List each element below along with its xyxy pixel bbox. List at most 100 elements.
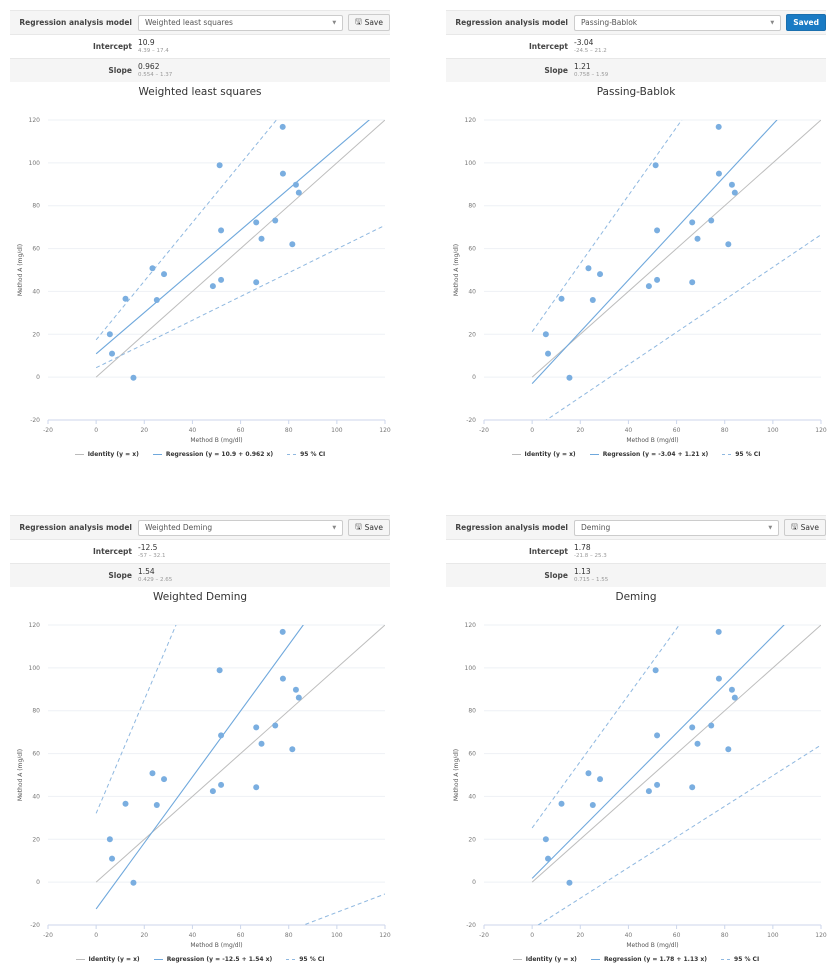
data-point[interactable] [218,227,225,234]
data-point[interactable] [130,879,137,886]
data-point[interactable] [149,265,156,272]
data-point[interactable] [728,181,735,188]
data-point[interactable] [161,776,168,783]
data-point[interactable] [295,189,302,196]
legend-regression[interactable]: Regression (y = 10.9 + 0.962 x) [152,451,273,458]
save-button[interactable]: 🖫 Save [348,14,390,31]
data-point[interactable] [161,271,168,278]
data-point[interactable] [258,235,265,242]
data-point[interactable] [153,802,160,808]
legend-regression[interactable]: Regression (y = -3.04 + 1.21 x) [589,451,708,458]
data-point[interactable] [715,123,722,130]
legend-identity[interactable]: Identity (y = x) [75,956,140,963]
data-point[interactable] [597,271,604,278]
data-point[interactable] [218,276,225,283]
data-point[interactable] [645,283,652,290]
data-point[interactable] [122,800,129,807]
data-point[interactable] [715,170,722,177]
data-point[interactable] [258,740,265,747]
data-point[interactable] [289,746,296,753]
data-point[interactable] [109,855,116,862]
legend-regression[interactable]: Regression (y = 1.78 + 1.13 x) [590,956,707,963]
data-point[interactable] [558,295,565,302]
data-point[interactable] [654,781,661,788]
legend-identity[interactable]: Identity (y = x) [511,451,576,458]
data-point[interactable] [731,694,738,701]
data-point[interactable] [725,241,732,248]
data-point[interactable] [589,802,596,808]
data-point[interactable] [218,781,225,788]
data-point[interactable] [209,283,216,290]
data-point[interactable] [558,800,565,807]
data-point[interactable] [654,732,661,739]
model-select[interactable]: Passing-Bablok ▼ [574,14,782,31]
legend-ci[interactable]: 95 % CI [287,451,325,458]
data-point[interactable] [295,694,302,701]
data-point[interactable] [725,746,732,753]
data-point[interactable] [689,279,696,286]
data-point[interactable] [566,374,573,381]
data-point[interactable] [585,770,592,777]
data-point[interactable] [715,628,722,635]
data-point[interactable] [542,836,549,843]
model-select[interactable]: Deming ▼ [574,519,780,536]
data-point[interactable] [689,724,696,731]
data-point[interactable] [292,181,299,188]
data-point[interactable] [279,675,286,682]
data-point[interactable] [149,770,156,777]
save-button[interactable]: Saved [786,14,826,31]
data-point[interactable] [545,350,552,357]
data-point[interactable] [654,227,661,234]
data-point[interactable] [253,784,260,791]
data-point[interactable] [122,295,129,302]
data-point[interactable] [652,667,659,674]
data-point[interactable] [589,297,596,303]
data-point[interactable] [597,776,604,783]
data-point[interactable] [292,686,299,693]
data-point[interactable] [708,217,715,224]
data-point[interactable] [542,331,549,338]
data-point[interactable] [106,331,113,338]
data-point[interactable] [272,722,279,729]
legend-regression[interactable]: Regression (y = -12.5 + 1.54 x) [153,956,272,963]
legend-identity[interactable]: Identity (y = x) [74,451,139,458]
data-point[interactable] [585,265,592,272]
data-point[interactable] [694,740,701,747]
data-point[interactable] [272,217,279,224]
data-point[interactable] [279,123,286,130]
data-point[interactable] [106,836,113,843]
data-point[interactable] [130,374,137,381]
legend-identity[interactable]: Identity (y = x) [512,956,577,963]
data-point[interactable] [253,219,260,226]
data-point[interactable] [645,788,652,795]
data-point[interactable] [654,276,661,283]
data-point[interactable] [289,241,296,248]
data-point[interactable] [218,732,225,739]
data-point[interactable] [253,279,260,286]
data-point[interactable] [216,667,223,674]
data-point[interactable] [253,724,260,731]
data-point[interactable] [728,686,735,693]
legend-ci[interactable]: 95 % CI [721,956,759,963]
legend-ci[interactable]: 95 % CI [286,956,324,963]
data-point[interactable] [689,784,696,791]
data-point[interactable] [694,235,701,242]
data-point[interactable] [545,855,552,862]
data-point[interactable] [216,162,223,169]
data-point[interactable] [689,219,696,226]
data-point[interactable] [279,170,286,177]
data-point[interactable] [279,628,286,635]
data-point[interactable] [708,722,715,729]
save-button[interactable]: 🖫 Save [784,519,826,536]
data-point[interactable] [109,350,116,357]
model-select[interactable]: Weighted least squares ▼ [138,14,344,31]
data-point[interactable] [566,879,573,886]
save-button[interactable]: 🖫 Save [348,519,390,536]
data-point[interactable] [715,675,722,682]
model-select[interactable]: Weighted Deming ▼ [138,519,344,536]
data-point[interactable] [153,297,160,303]
data-point[interactable] [731,189,738,196]
data-point[interactable] [209,788,216,795]
legend-ci[interactable]: 95 % CI [722,451,760,458]
data-point[interactable] [652,162,659,169]
